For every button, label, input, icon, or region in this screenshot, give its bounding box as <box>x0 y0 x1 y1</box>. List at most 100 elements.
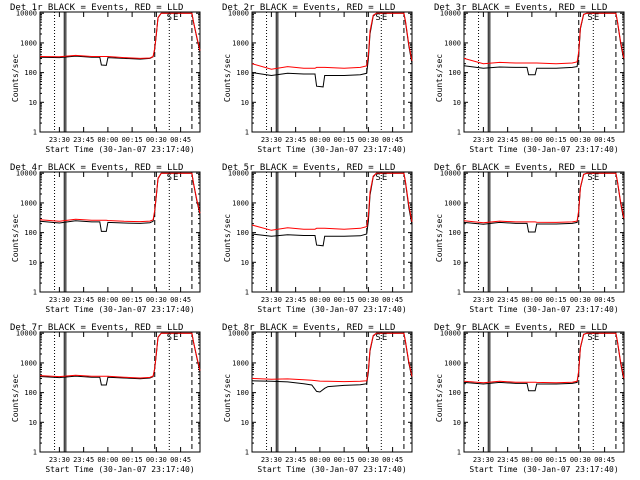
x-tick-label: 00:30 <box>146 136 167 144</box>
annotation-label: S <box>375 333 380 343</box>
y-tick-label: 1 <box>457 449 461 457</box>
annotation-label: S <box>587 333 592 343</box>
x-tick-label: 00:00 <box>97 136 118 144</box>
x-tick-label: 23:30 <box>261 136 282 144</box>
x-tick-label: 23:45 <box>73 296 94 304</box>
plot-frame <box>39 171 201 293</box>
plot-frame <box>39 11 201 133</box>
y-tick-label: 1000 <box>232 199 249 207</box>
x-tick-label: 00:15 <box>546 296 567 304</box>
annotation-label: S <box>587 13 592 23</box>
series-line-red <box>463 172 625 224</box>
x-tick-label: 00:00 <box>97 296 118 304</box>
detector-panel-9: Det 9r BLACK = Events, RED = LLD 1 10 100 10… <box>434 323 625 474</box>
y-tick-label: 100 <box>24 229 37 237</box>
x-tick-label: 00:45 <box>382 456 403 464</box>
plot-frame <box>39 331 201 453</box>
x-tick-label: 00:30 <box>570 296 591 304</box>
y-tick-label: 10 <box>29 259 37 267</box>
y-tick-label: 10000 <box>16 170 37 178</box>
x-axis-title: Start Time (30-Jan-07 23:17:40) <box>45 465 194 474</box>
plot-frame <box>251 171 413 293</box>
y-tick-label: 1 <box>33 449 37 457</box>
series-line-red <box>251 332 413 383</box>
x-tick-label: 00:45 <box>382 136 403 144</box>
x-tick-label: 00:15 <box>334 456 355 464</box>
annotation-label: S <box>167 333 172 343</box>
x-axis-title: Start Time (30-Jan-07 23:17:40) <box>45 305 194 314</box>
y-tick-label: 1 <box>33 129 37 137</box>
x-tick-label: 00:45 <box>594 456 615 464</box>
y-tick-label: 10000 <box>440 330 461 338</box>
annotation-label: E <box>173 333 178 343</box>
annotation-label: S <box>587 173 592 183</box>
x-tick-label: 00:00 <box>309 136 330 144</box>
panel-title: Det 5r BLACK = Events, RED = LLD <box>222 163 395 173</box>
x-tick-label: 00:30 <box>570 136 591 144</box>
plot-frame <box>463 331 625 453</box>
y-tick-label: 100 <box>448 69 461 77</box>
y-tick-label: 10 <box>453 259 461 267</box>
x-tick-label: 23:45 <box>497 136 518 144</box>
plot-frame <box>463 11 625 133</box>
y-axis-title: Counts/sec <box>435 374 444 422</box>
y-tick-label: 10 <box>241 419 249 427</box>
x-tick-label: 00:30 <box>146 456 167 464</box>
annotation-label: S <box>167 13 172 23</box>
x-tick-label: 23:45 <box>73 136 94 144</box>
y-tick-label: 1 <box>457 129 461 137</box>
x-tick-label: 00:45 <box>594 136 615 144</box>
panel-title: Det 6r BLACK = Events, RED = LLD <box>434 163 607 173</box>
y-tick-label: 1000 <box>444 199 461 207</box>
y-axis-title: Counts/sec <box>435 54 444 102</box>
y-tick-label: 1 <box>245 129 249 137</box>
x-tick-label: 00:00 <box>521 456 542 464</box>
x-tick-label: 00:00 <box>97 456 118 464</box>
panel-title: Det 8r BLACK = Events, RED = LLD <box>222 323 395 333</box>
x-tick-label: 23:45 <box>497 296 518 304</box>
annotation-label: E <box>594 333 599 343</box>
x-tick-label: 23:45 <box>73 456 94 464</box>
series-line-red <box>463 12 625 65</box>
x-axis-title: Start Time (30-Jan-07 23:17:40) <box>45 145 194 154</box>
detector-panel-4: Det 4r BLACK = Events, RED = LLD 1 10 100 10… <box>10 163 201 314</box>
x-tick-label: 00:15 <box>122 136 143 144</box>
annotation-label: E <box>382 173 387 183</box>
x-tick-label: 23:30 <box>49 296 70 304</box>
x-tick-label: 00:30 <box>358 136 379 144</box>
x-tick-label: 00:15 <box>334 136 355 144</box>
x-tick-label: 00:45 <box>382 296 403 304</box>
x-tick-label: 00:15 <box>546 456 567 464</box>
x-tick-label: 00:30 <box>358 296 379 304</box>
y-tick-label: 10000 <box>228 10 249 18</box>
y-axis-title: Counts/sec <box>223 214 232 262</box>
y-tick-label: 1000 <box>20 39 37 47</box>
y-axis-title: Counts/sec <box>223 374 232 422</box>
x-tick-label: 00:15 <box>334 296 355 304</box>
x-tick-label: 00:30 <box>146 296 167 304</box>
y-tick-label: 100 <box>236 69 249 77</box>
x-tick-label: 23:30 <box>473 296 494 304</box>
y-tick-label: 1000 <box>444 39 461 47</box>
y-tick-label: 1 <box>33 289 37 297</box>
x-tick-label: 23:30 <box>473 136 494 144</box>
panel-title: Det 4r BLACK = Events, RED = LLD <box>10 163 183 173</box>
series-line-red <box>251 12 413 70</box>
series-line-red <box>39 12 201 59</box>
y-tick-label: 1000 <box>232 359 249 367</box>
x-tick-label: 23:30 <box>261 456 282 464</box>
y-tick-label: 1000 <box>20 359 37 367</box>
x-axis-title: Start Time (30-Jan-07 23:17:40) <box>257 305 406 314</box>
series-line-red <box>39 172 201 223</box>
annotation-label: S <box>375 13 380 23</box>
x-axis-title: Start Time (30-Jan-07 23:17:40) <box>257 145 406 154</box>
x-tick-label: 00:30 <box>570 456 591 464</box>
detector-panel-6: Det 6r BLACK = Events, RED = LLD 1 10 100 10… <box>434 163 625 314</box>
x-tick-label: 00:00 <box>309 456 330 464</box>
y-axis-title: Counts/sec <box>11 374 20 422</box>
y-tick-label: 10000 <box>440 10 461 18</box>
annotation-label: E <box>382 13 387 23</box>
x-tick-label: 23:45 <box>285 136 306 144</box>
x-tick-label: 00:00 <box>309 296 330 304</box>
x-tick-label: 23:45 <box>285 456 306 464</box>
